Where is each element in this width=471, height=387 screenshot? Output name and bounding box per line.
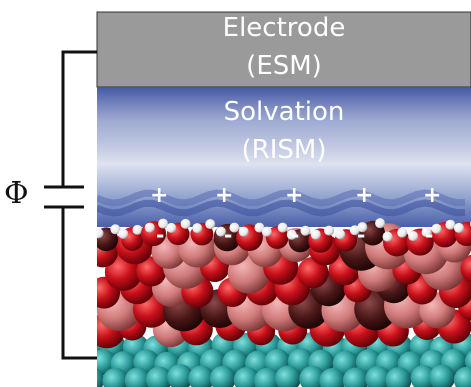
negative-charge: -	[425, 223, 434, 247]
surface-atom	[233, 366, 260, 387]
hydrogen-atom	[335, 229, 346, 240]
hydrogen-atom	[375, 218, 386, 229]
surface-atom	[102, 367, 129, 387]
hydrogen-atom	[97, 228, 104, 239]
surface-atom	[167, 364, 194, 387]
surface-atom	[365, 365, 392, 387]
hydrogen-atom	[324, 225, 335, 236]
negative-charge: -	[224, 223, 233, 247]
negative-charge: -	[357, 223, 366, 247]
hydrogen-atom	[215, 226, 226, 237]
potential-symbol: Φ	[4, 176, 29, 211]
hydrogen-atom	[229, 222, 240, 233]
hydrogen-atom	[132, 224, 143, 235]
electrode-slab	[96, 11, 471, 88]
hydrogen-atom	[192, 223, 203, 234]
hydrogen-atom	[397, 227, 408, 238]
negative-charge: -	[291, 223, 300, 247]
hydrogen-atom	[310, 229, 321, 240]
hydrogen-atom	[144, 222, 155, 233]
surface-atom	[209, 365, 236, 387]
hydrogen-atom	[421, 227, 432, 238]
surface-atom	[188, 365, 215, 387]
hydrogen-atom	[110, 224, 121, 235]
hydrogen-atom	[277, 222, 288, 233]
oxygen-atom	[460, 254, 471, 283]
density-wave	[97, 199, 466, 217]
negative-charge: -	[156, 223, 165, 247]
solvation-label: Solvation	[223, 97, 345, 127]
surface-atom	[319, 367, 346, 387]
electrode-label: Electrode	[222, 13, 346, 43]
solvation-method-label: (RISM)	[241, 135, 327, 165]
surface-atom	[124, 367, 151, 387]
hydrogen-atom	[261, 226, 272, 237]
surface-atom	[342, 367, 369, 387]
surface-atom	[275, 365, 302, 387]
positive-charge: +	[355, 183, 374, 208]
hydrogen-atom	[382, 231, 393, 242]
hydrogen-atom	[453, 222, 464, 233]
hydrogen-atom	[357, 222, 368, 233]
solvation-density-waves	[97, 189, 466, 217]
surface-atom	[254, 367, 281, 387]
hydrogen-atom	[180, 218, 191, 229]
surface-atom	[299, 365, 326, 387]
positive-charge: +	[150, 183, 169, 208]
hydrogen-atom	[445, 219, 456, 230]
density-wave	[97, 189, 466, 207]
hydrogen-atom	[254, 222, 265, 233]
electrode-method-label: (ESM)	[246, 51, 322, 81]
surface-atom	[429, 364, 456, 387]
hydrogen-atom	[408, 231, 419, 242]
surface-atom	[453, 366, 471, 387]
circuit-wire	[44, 50, 97, 360]
surface-atom	[97, 368, 105, 387]
hydrogen-atom	[286, 229, 297, 240]
positive-charge: +	[423, 183, 442, 208]
surface-atom	[145, 366, 172, 387]
hydrogen-atom	[349, 225, 360, 236]
positive-charge: +	[285, 183, 304, 208]
hydrogen-atom	[431, 223, 442, 234]
hydrogen-atom	[118, 228, 129, 239]
hydrogen-atom	[300, 225, 311, 236]
atomic-slab	[97, 218, 471, 387]
hydrogen-atom	[205, 219, 216, 230]
positive-charge: +	[215, 183, 234, 208]
hydrogen-atom	[166, 222, 177, 233]
hydrogen-atom	[158, 218, 169, 229]
hydrogen-atom	[238, 226, 249, 237]
surface-atom	[385, 367, 412, 387]
